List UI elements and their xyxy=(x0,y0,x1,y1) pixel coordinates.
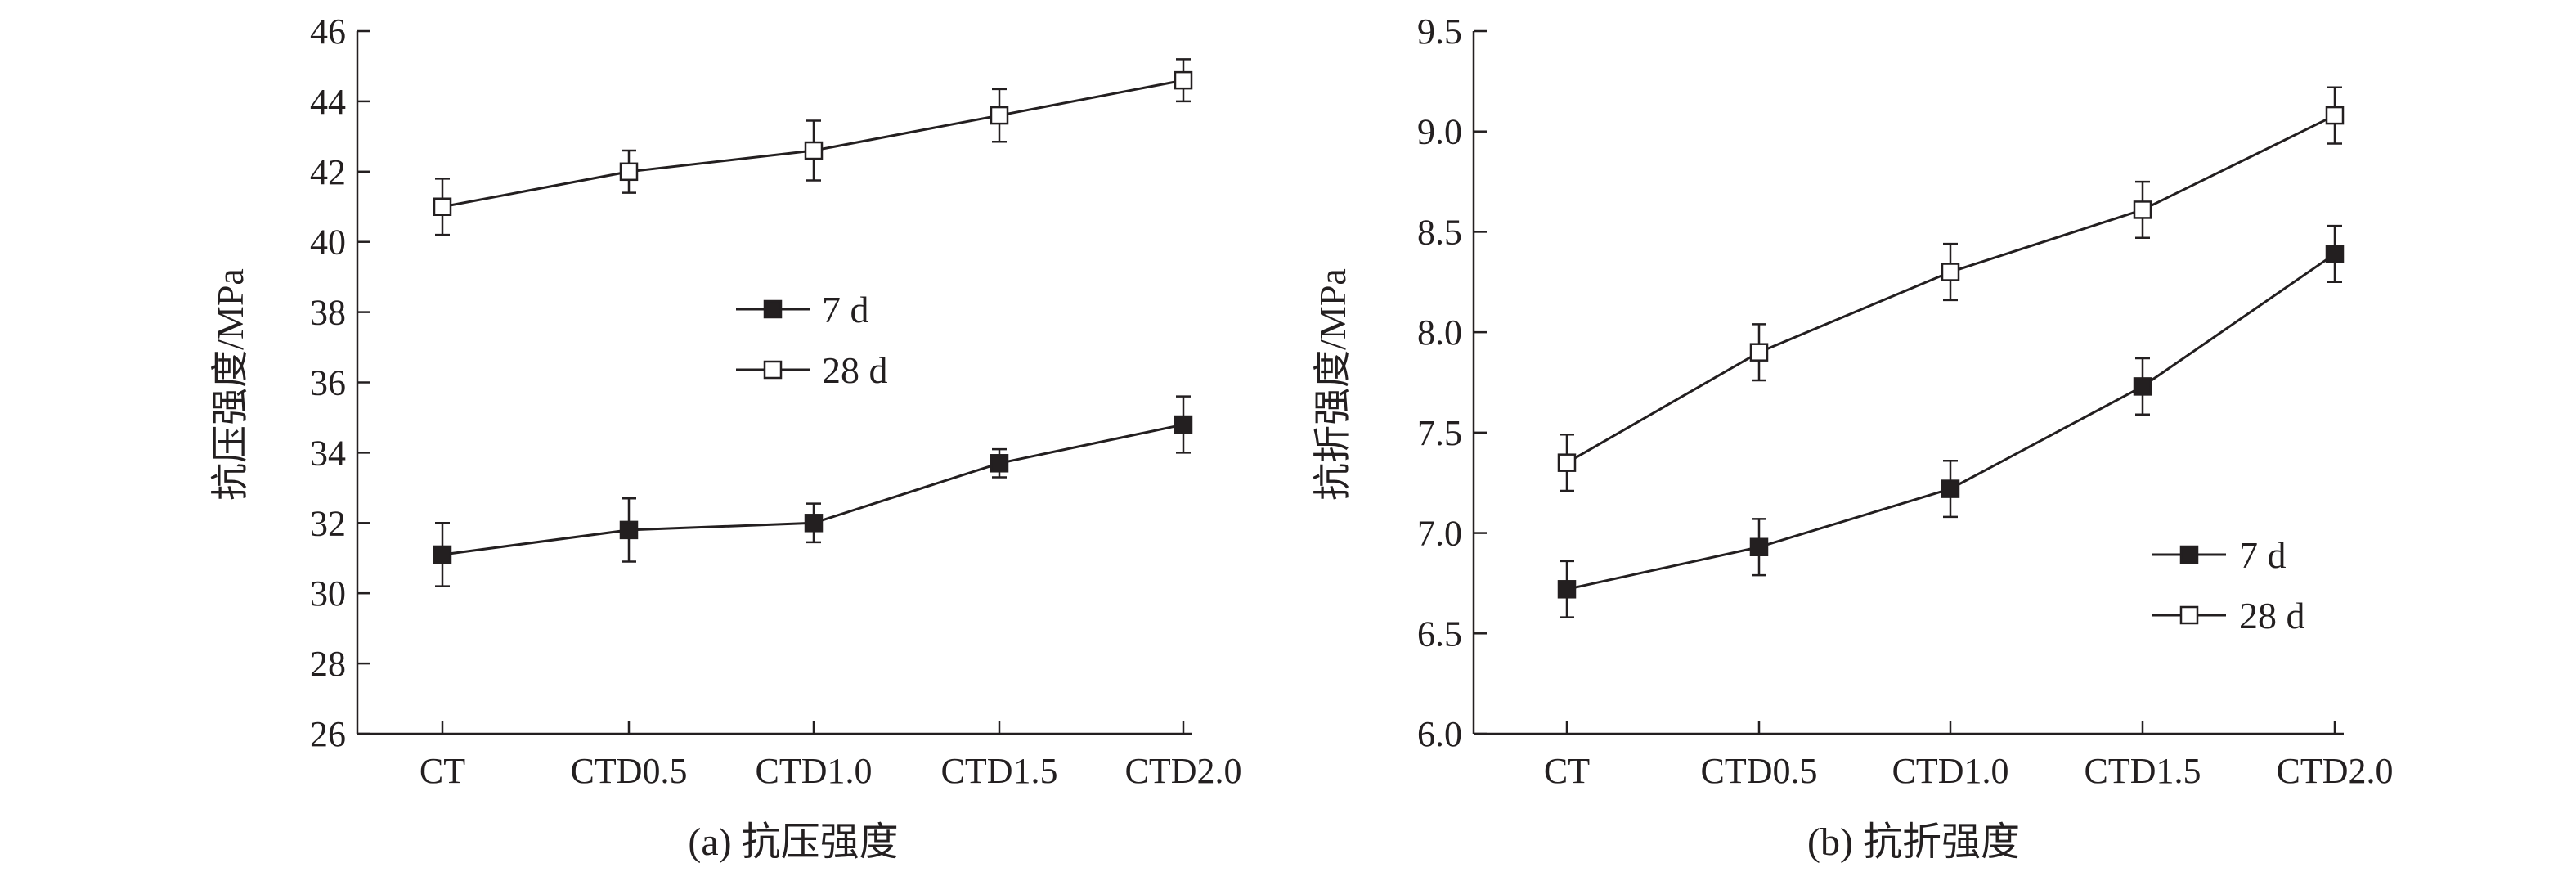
panel-b-x-tick-label: CTD1.0 xyxy=(1892,751,2009,791)
panel-a-y-tick-label: 44 xyxy=(310,82,346,122)
panel-a-series-28d-marker xyxy=(619,162,639,182)
panel-a-y-tick-label: 36 xyxy=(310,363,346,403)
panel-b-y-axis-label: 抗折强度/MPa xyxy=(1312,268,1353,501)
panel-a-series-7d-marker xyxy=(1174,415,1193,434)
panel-b-series-7d-marker xyxy=(1749,537,1769,557)
panel-b-y-tick-label: 6.0 xyxy=(1417,714,1462,754)
panel-a-x-tick-label: CTD2.0 xyxy=(1125,751,1242,791)
panel-a-y-tick-label: 40 xyxy=(310,222,346,263)
panel-a-series-28d-marker xyxy=(433,197,452,216)
panel-b-x-tick-label: CTD0.5 xyxy=(1701,751,1818,791)
panel-b-y-tick-label: 8.0 xyxy=(1417,312,1462,353)
panel-b-y-tick-label: 9.5 xyxy=(1417,11,1462,52)
panel-a-y-tick-label: 26 xyxy=(310,714,346,754)
panel-a-legend-label: 7 d xyxy=(822,289,869,330)
panel-a-legend-marker xyxy=(763,360,783,380)
panel-a-caption: (a) 抗压强度 xyxy=(688,820,898,864)
panel-a-compressive-strength-chart: 26 28 30 32 34 36 38 40 42 44 46 CT CTD0.5 CTD1.0 CTD1… xyxy=(209,11,1242,864)
panel-b-y-tick-label: 7.5 xyxy=(1417,413,1462,453)
panel-a-y-tick-label: 32 xyxy=(310,503,346,543)
panel-a-series-7d-marker xyxy=(433,545,452,564)
panel-b-y-tick-label: 9.0 xyxy=(1417,112,1462,152)
panel-b-series-28d-marker xyxy=(1557,453,1577,472)
panel-a-series-28d-marker xyxy=(990,106,1009,125)
panel-a-x-tick-label: CT xyxy=(420,751,465,791)
panel-b-legend-label: 28 d xyxy=(2239,595,2305,636)
panel-a-series-7d-marker xyxy=(619,520,639,540)
panel-b-series-28d-marker xyxy=(2133,200,2152,219)
panel-b-series-7d-line xyxy=(1566,253,2336,591)
panel-b-flexural-strength-chart: 6.0 6.5 7.0 7.5 8.0 8.5 9.0 9.5 CT CTD0.5 CTD1.0 CT… xyxy=(1312,11,2394,864)
panel-b-y-tick-label: 6.5 xyxy=(1417,614,1462,654)
panel-a-series-7d-marker xyxy=(990,454,1009,473)
panel-b-x-tick-label: CTD1.5 xyxy=(2085,751,2201,791)
panel-a-legend-marker xyxy=(763,299,783,319)
panel-b-series-28d-marker xyxy=(1749,343,1769,362)
panel-b-series-7d-marker xyxy=(1557,580,1577,599)
panel-b-y-tick-label: 7.0 xyxy=(1417,514,1462,554)
panel-a-series-28d-marker xyxy=(1174,70,1193,90)
panel-b-series-7d-marker xyxy=(1941,479,1960,498)
panel-a-series-7d-marker xyxy=(804,514,824,533)
panel-a-y-tick-label: 28 xyxy=(310,644,346,684)
panel-a-y-tick-label: 46 xyxy=(310,11,346,52)
panel-a-y-tick-label: 34 xyxy=(310,433,346,473)
panel-b-series-7d-marker xyxy=(2133,377,2152,396)
panel-a-x-tick-label: CTD0.5 xyxy=(571,751,688,791)
panel-b-legend-marker xyxy=(2179,545,2199,564)
panel-b-y-tick-label: 8.5 xyxy=(1417,212,1462,252)
panel-b-x-tick-label: CT xyxy=(1544,751,1590,791)
panel-a-x-tick-label: CTD1.5 xyxy=(941,751,1058,791)
panel-b-legend-label: 7 d xyxy=(2239,534,2287,576)
panel-a-x-tick-label: CTD1.0 xyxy=(756,751,873,791)
panel-a-series-28d-marker xyxy=(804,141,824,160)
panel-b-series-7d-marker xyxy=(2325,245,2345,263)
panel-a-legend-label: 28 d xyxy=(822,349,888,391)
panel-b-caption: (b) 抗折强度 xyxy=(1807,820,2020,864)
panel-a-y-tick-label: 38 xyxy=(310,293,346,333)
panel-b-series-28d-marker xyxy=(1941,263,1960,281)
panel-a-y-axis-label: 抗压强度/MPa xyxy=(209,268,251,501)
panel-a-y-tick-label: 42 xyxy=(310,152,346,192)
panel-a-y-tick-label: 30 xyxy=(310,573,346,614)
panel-b-x-tick-label: CTD2.0 xyxy=(2277,751,2394,791)
panel-b-series-28d-marker xyxy=(2325,106,2345,125)
panel-b-legend-marker xyxy=(2179,605,2199,625)
